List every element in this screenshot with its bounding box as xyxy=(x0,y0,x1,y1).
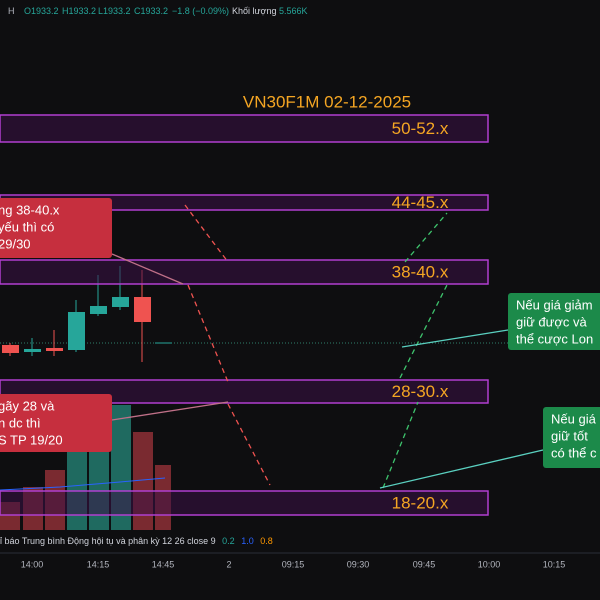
title: VN30F1M 02-12-2025 xyxy=(243,92,411,111)
note-line: giữ tốt xyxy=(551,428,588,443)
zone xyxy=(0,379,489,404)
zone-label: 18-20.x xyxy=(392,493,449,512)
note-line: Nếu giá giảm xyxy=(516,297,593,312)
indicator-legend: ỉ báo Trung bình Động hội tụ và phân kỳ … xyxy=(0,536,273,546)
zone xyxy=(0,490,489,516)
zones: 50-52.x 44-45.x 38-40.x 28-30.x 18-20.x xyxy=(0,114,489,516)
time-axis: 14:00 14:15 14:45 2 09:15 09:30 09:45 10:00 10:1… xyxy=(21,559,566,569)
indicator-value: 0.2 xyxy=(222,536,235,546)
note-line: Nếu giá xyxy=(551,411,597,426)
high: H1933.2 xyxy=(62,6,96,16)
time-label: 10:15 xyxy=(543,559,566,569)
volume-value: 5.566K xyxy=(279,6,308,16)
time-label: 14:45 xyxy=(152,559,175,569)
zone-label: 38-40.x xyxy=(392,262,449,281)
note-line: n dc thì xyxy=(0,415,41,430)
time-label: 2 xyxy=(226,559,231,569)
note-box xyxy=(0,394,112,452)
note-line: có thể c xyxy=(551,445,597,460)
zone-label: 50-52.x xyxy=(392,119,449,138)
note-line: gãy 28 và xyxy=(0,398,55,413)
time-label: 14:15 xyxy=(87,559,110,569)
zone-label: 28-30.x xyxy=(392,382,449,401)
note-line: S TP 19/20 xyxy=(0,432,63,447)
volume-label: Khối lượng xyxy=(232,6,276,16)
time-label: 10:00 xyxy=(478,559,501,569)
open: O1933.2 xyxy=(24,6,59,16)
candles xyxy=(2,266,172,362)
footer-bg xyxy=(0,533,600,600)
note-box xyxy=(0,198,112,258)
note-line: ng 38-40.x xyxy=(0,202,60,217)
note-box xyxy=(508,293,600,350)
time-label: 09:30 xyxy=(347,559,370,569)
note-line: thể cược Lon xyxy=(516,331,593,346)
note-line: 29/30 xyxy=(0,236,31,251)
close: C1933.2 xyxy=(134,6,168,16)
time-label: 09:45 xyxy=(413,559,436,569)
zone xyxy=(0,114,489,143)
indicator-name: ỉ báo Trung bình Động hội tụ và phân kỳ … xyxy=(0,536,216,546)
low: L1933.2 xyxy=(98,6,131,16)
zone-label: 44-45.x xyxy=(392,193,449,212)
zone xyxy=(0,194,489,211)
zone xyxy=(0,259,489,285)
notes: ng 38-40.x yếu thì có 29/30 gãy 28 và n dc t… xyxy=(0,198,600,468)
note-box xyxy=(543,407,600,468)
change: −1.8 (−0.09%) xyxy=(172,6,229,16)
indicator-value: 1.0 xyxy=(241,536,254,546)
note-line: giữ được và xyxy=(516,314,588,329)
note-line: yếu thì có xyxy=(0,219,54,234)
indicator-value: 0.8 xyxy=(260,536,273,546)
header: H O1933.2 H1933.2 L1933.2 C1933.2 −1.8 (… xyxy=(8,6,308,16)
time-label: 14:00 xyxy=(21,559,44,569)
arrows xyxy=(111,204,544,489)
time-label: 09:15 xyxy=(282,559,305,569)
